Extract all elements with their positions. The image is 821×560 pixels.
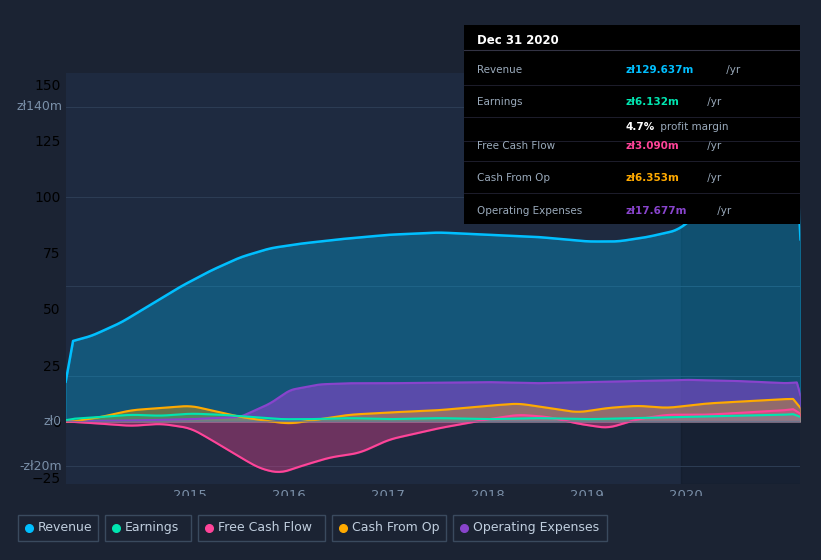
- Text: Operating Expenses: Operating Expenses: [473, 521, 599, 534]
- Text: 4.7%: 4.7%: [626, 122, 654, 132]
- Text: -zł20m: -zł20m: [20, 460, 62, 473]
- Bar: [104, 515, 191, 541]
- Text: Free Cash Flow: Free Cash Flow: [218, 521, 312, 534]
- Text: zł0: zł0: [44, 415, 62, 428]
- Text: profit margin: profit margin: [658, 122, 729, 132]
- Text: zł140m: zł140m: [16, 100, 62, 113]
- Text: zł6.132m: zł6.132m: [626, 97, 679, 107]
- Text: zł3.090m: zł3.090m: [626, 142, 679, 151]
- Text: Free Cash Flow: Free Cash Flow: [477, 142, 556, 151]
- Bar: [333, 515, 446, 541]
- Bar: [198, 515, 325, 541]
- Text: /yr: /yr: [704, 173, 722, 183]
- Bar: [681, 73, 805, 484]
- Text: zł6.353m: zł6.353m: [626, 173, 679, 183]
- Text: Dec 31 2020: Dec 31 2020: [477, 34, 559, 47]
- Text: Revenue: Revenue: [38, 521, 93, 534]
- Text: /yr: /yr: [713, 206, 731, 216]
- Text: Cash From Op: Cash From Op: [477, 173, 550, 183]
- Bar: [453, 515, 608, 541]
- Text: zł129.637m: zł129.637m: [626, 65, 694, 75]
- Text: Earnings: Earnings: [477, 97, 523, 107]
- Bar: [18, 515, 98, 541]
- Text: /yr: /yr: [704, 142, 722, 151]
- Text: /yr: /yr: [704, 97, 722, 107]
- Text: Earnings: Earnings: [125, 521, 179, 534]
- Text: Revenue: Revenue: [477, 65, 522, 75]
- Text: /yr: /yr: [723, 65, 741, 75]
- Text: zł17.677m: zł17.677m: [626, 206, 687, 216]
- Text: Operating Expenses: Operating Expenses: [477, 206, 583, 216]
- Text: Cash From Op: Cash From Op: [352, 521, 440, 534]
